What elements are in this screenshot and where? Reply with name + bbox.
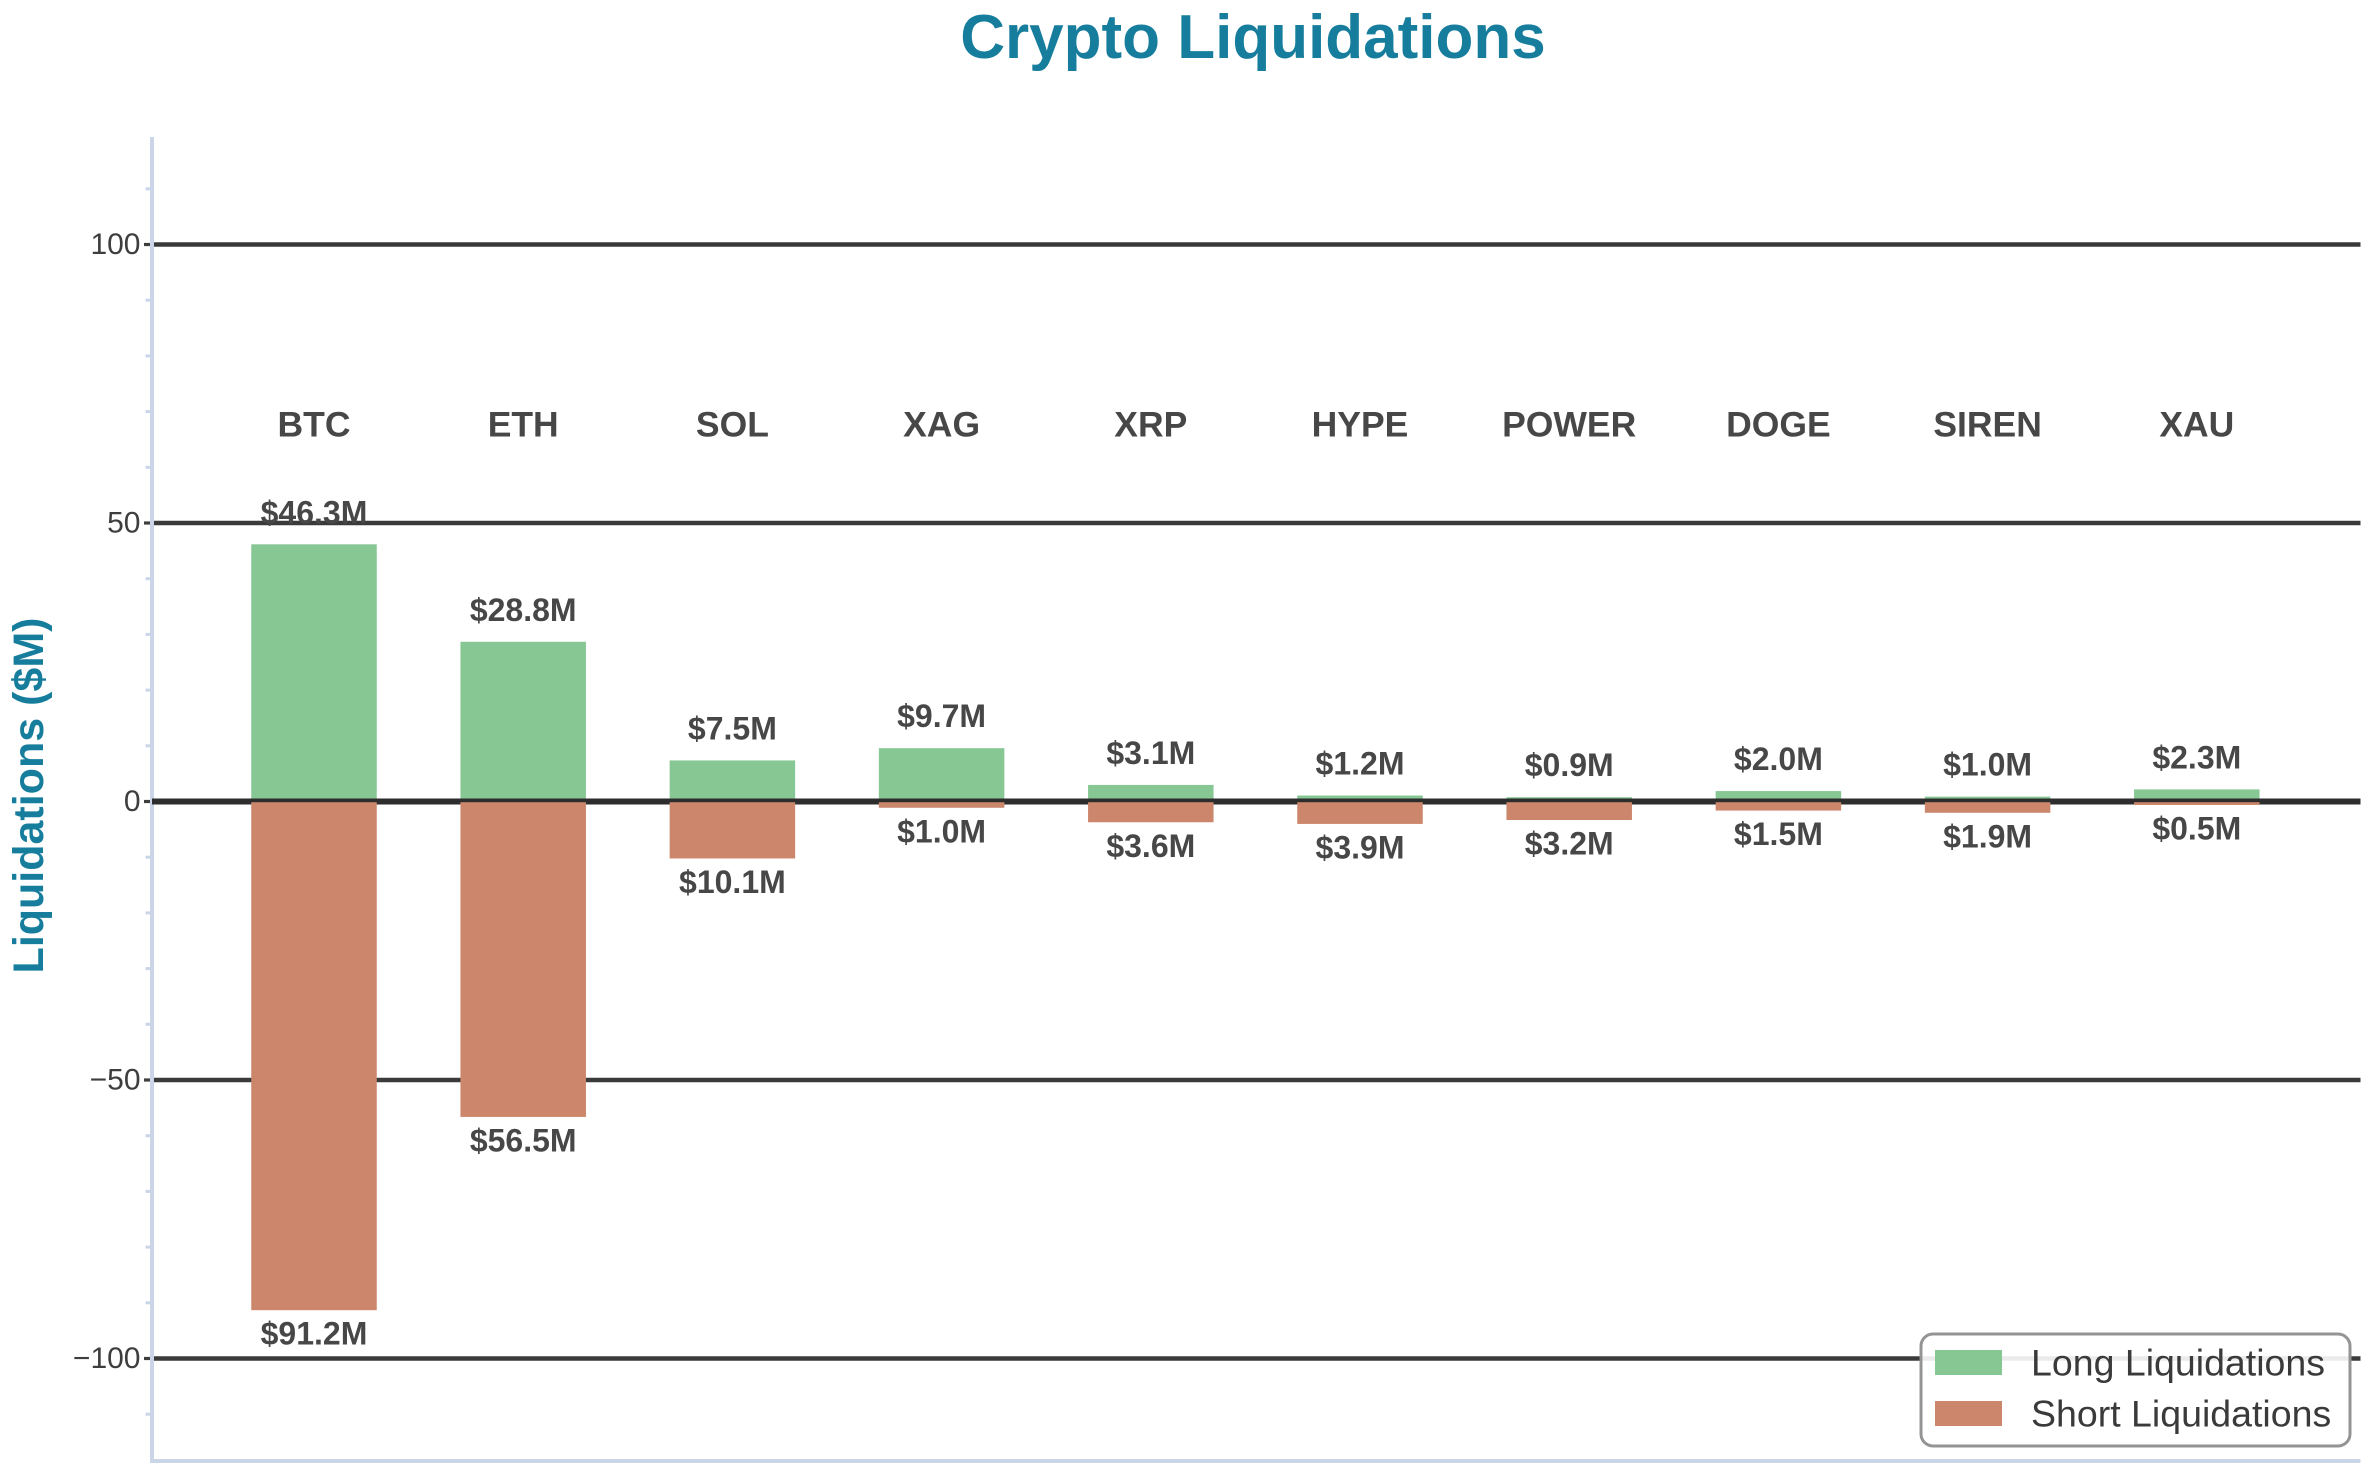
svg-text:Crypto Liquidations: Crypto Liquidations	[960, 3, 1546, 72]
svg-text:Short Liquidations: Short Liquidations	[2031, 1393, 2331, 1435]
svg-text:$1.0M: $1.0M	[897, 813, 986, 849]
svg-text:0: 0	[124, 785, 141, 818]
svg-text:Liquidations ($M): Liquidations ($M)	[5, 618, 53, 974]
svg-text:$1.9M: $1.9M	[1943, 818, 2032, 854]
svg-text:$3.2M: $3.2M	[1525, 826, 1614, 862]
svg-text:$0.5M: $0.5M	[2152, 811, 2241, 847]
svg-text:100: 100	[90, 228, 140, 261]
svg-text:$9.7M: $9.7M	[897, 698, 986, 734]
svg-text:$1.5M: $1.5M	[1734, 816, 1823, 852]
svg-text:XAG: XAG	[903, 405, 980, 445]
svg-text:HYPE: HYPE	[1312, 405, 1409, 445]
svg-text:$0.9M: $0.9M	[1525, 747, 1614, 783]
svg-text:$1.0M: $1.0M	[1943, 747, 2032, 783]
svg-text:$3.6M: $3.6M	[1106, 828, 1195, 864]
svg-text:$2.3M: $2.3M	[2152, 739, 2241, 775]
svg-text:POWER: POWER	[1502, 405, 1636, 445]
svg-text:DOGE: DOGE	[1726, 405, 1831, 445]
svg-text:$7.5M: $7.5M	[688, 710, 777, 746]
svg-text:SOL: SOL	[696, 405, 769, 445]
svg-text:$10.1M: $10.1M	[679, 864, 786, 900]
svg-text:SIREN: SIREN	[1933, 405, 2042, 445]
svg-text:Long Liquidations: Long Liquidations	[2031, 1342, 2325, 1384]
svg-text:−100: −100	[73, 1342, 141, 1375]
svg-text:$28.8M: $28.8M	[470, 592, 577, 628]
svg-text:$91.2M: $91.2M	[261, 1316, 368, 1352]
svg-text:$46.3M: $46.3M	[261, 494, 368, 530]
svg-text:−50: −50	[90, 1064, 141, 1097]
svg-text:ETH: ETH	[488, 405, 559, 445]
svg-text:BTC: BTC	[278, 405, 351, 445]
svg-text:XRP: XRP	[1114, 405, 1187, 445]
svg-text:$2.0M: $2.0M	[1734, 741, 1823, 777]
svg-text:50: 50	[107, 507, 140, 540]
svg-text:$1.2M: $1.2M	[1316, 746, 1405, 782]
svg-text:XAU: XAU	[2159, 405, 2234, 445]
svg-text:$56.5M: $56.5M	[470, 1122, 577, 1158]
svg-text:$3.1M: $3.1M	[1106, 735, 1195, 771]
svg-text:$3.9M: $3.9M	[1316, 829, 1405, 865]
